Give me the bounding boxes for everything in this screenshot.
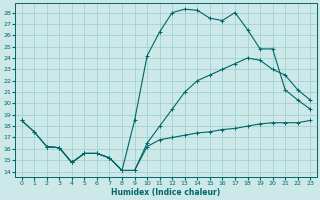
- X-axis label: Humidex (Indice chaleur): Humidex (Indice chaleur): [111, 188, 220, 197]
